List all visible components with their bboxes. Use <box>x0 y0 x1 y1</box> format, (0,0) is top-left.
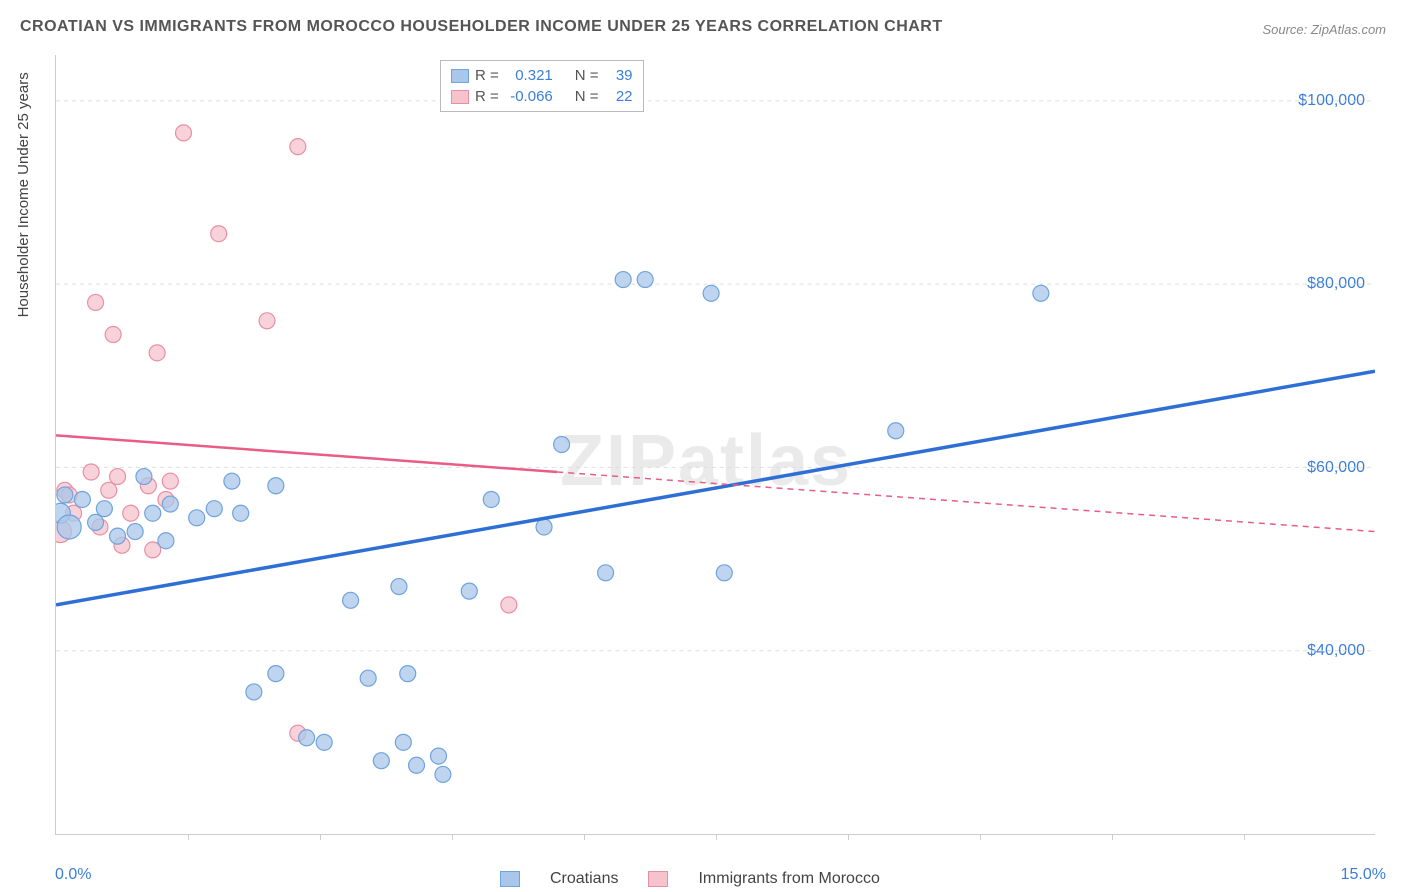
scatter-point <box>395 734 411 750</box>
scatter-point <box>343 592 359 608</box>
scatter-point <box>105 327 121 343</box>
scatter-point <box>57 487 73 503</box>
scatter-point <box>101 482 117 498</box>
scatter-point <box>74 491 90 507</box>
x-min-label: 0.0% <box>55 866 91 884</box>
x-tick <box>980 834 981 840</box>
scatter-point <box>1033 285 1049 301</box>
n-label-blue: N = <box>575 67 599 84</box>
r-label-pink: R = <box>475 88 499 105</box>
scatter-point <box>259 313 275 329</box>
scatter-point <box>268 666 284 682</box>
chart-title: CROATIAN VS IMMIGRANTS FROM MOROCCO HOUS… <box>20 18 943 36</box>
scatter-point <box>162 496 178 512</box>
scatter-point <box>391 579 407 595</box>
source-label: Source: ZipAtlas.com <box>1262 22 1386 37</box>
x-tick <box>1112 834 1113 840</box>
r-value-blue: 0.321 <box>505 67 553 84</box>
trend-line <box>56 371 1375 605</box>
scatter-point <box>316 734 332 750</box>
scatter-point <box>149 345 165 361</box>
scatter-point <box>400 666 416 682</box>
n-label-pink: N = <box>575 88 599 105</box>
scatter-point <box>536 519 552 535</box>
trend-line <box>557 472 1375 532</box>
scatter-point <box>189 510 205 526</box>
x-tick <box>716 834 717 840</box>
scatter-point <box>554 437 570 453</box>
n-value-pink: 22 <box>605 88 633 105</box>
scatter-point <box>461 583 477 599</box>
scatter-point <box>637 272 653 288</box>
x-max-label: 15.0% <box>1341 866 1386 884</box>
r-value-pink: -0.066 <box>505 88 553 105</box>
scatter-point <box>703 285 719 301</box>
stats-legend: R = 0.321 N = 39 R = -0.066 N = 22 <box>440 60 644 112</box>
scatter-point <box>127 524 143 540</box>
scatter-point <box>299 730 315 746</box>
scatter-point <box>290 139 306 155</box>
bottom-legend: Croatians Immigrants from Morocco <box>500 870 880 888</box>
legend-swatch-blue <box>500 871 520 887</box>
scatter-point <box>431 748 447 764</box>
scatter-point <box>360 670 376 686</box>
r-label-blue: R = <box>475 67 499 84</box>
legend-swatch-pink <box>648 871 668 887</box>
scatter-point <box>716 565 732 581</box>
scatter-point <box>268 478 284 494</box>
x-tick <box>848 834 849 840</box>
scatter-point <box>96 501 112 517</box>
scatter-point <box>211 226 227 242</box>
x-tick <box>320 834 321 840</box>
x-tick <box>452 834 453 840</box>
scatter-point <box>123 505 139 521</box>
scatter-point <box>888 423 904 439</box>
n-value-blue: 39 <box>605 67 633 84</box>
scatter-point <box>176 125 192 141</box>
scatter-point <box>501 597 517 613</box>
swatch-blue <box>451 69 469 83</box>
scatter-point <box>233 505 249 521</box>
scatter-point <box>88 514 104 530</box>
scatter-point <box>110 469 126 485</box>
stats-row-pink: R = -0.066 N = 22 <box>451 86 633 107</box>
scatter-point <box>246 684 262 700</box>
scatter-point <box>88 294 104 310</box>
scatter-point <box>162 473 178 489</box>
x-tick <box>584 834 585 840</box>
stats-row-blue: R = 0.321 N = 39 <box>451 65 633 86</box>
x-tick <box>1244 834 1245 840</box>
x-tick <box>188 834 189 840</box>
plot-svg <box>56 55 1375 834</box>
legend-label-pink: Immigrants from Morocco <box>698 870 879 888</box>
y-axis-title: Householder Income Under 25 years <box>15 72 32 317</box>
scatter-point <box>615 272 631 288</box>
trend-line <box>56 435 557 472</box>
scatter-point <box>136 469 152 485</box>
scatter-point <box>83 464 99 480</box>
scatter-point <box>110 528 126 544</box>
scatter-point <box>206 501 222 517</box>
scatter-point <box>373 753 389 769</box>
scatter-point <box>145 505 161 521</box>
swatch-pink <box>451 90 469 104</box>
scatter-point <box>435 766 451 782</box>
scatter-point <box>224 473 240 489</box>
scatter-point <box>409 757 425 773</box>
scatter-point <box>57 515 81 539</box>
scatter-point <box>483 491 499 507</box>
scatter-point <box>158 533 174 549</box>
scatter-point <box>598 565 614 581</box>
plot-area: $40,000$60,000$80,000$100,000 <box>55 55 1375 835</box>
legend-label-blue: Croatians <box>550 870 618 888</box>
